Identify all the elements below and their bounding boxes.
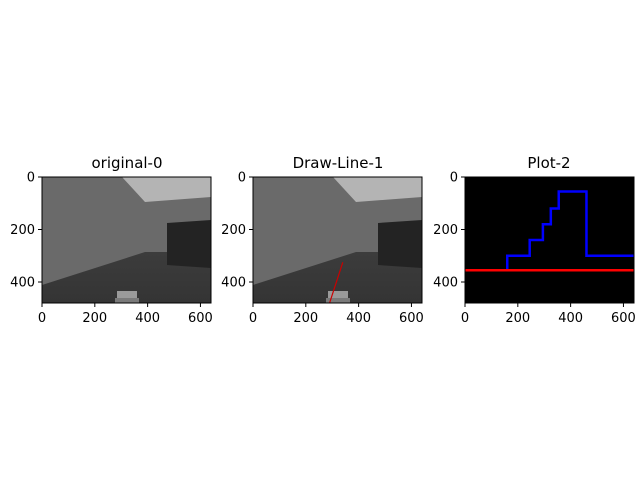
panel-title-draw-line: Draw-Line-1	[293, 154, 384, 172]
ticks-original: 0 200 400 600 0 200 400	[10, 171, 213, 327]
y-tick-label: 400	[433, 276, 458, 291]
x-tick-label: 200	[82, 311, 107, 326]
scene-image-draw-line	[253, 177, 422, 303]
panel-plot: Plot-2 0 200 400 600 0 200 400	[433, 154, 636, 326]
y-tick-label: 400	[10, 276, 35, 291]
y-tick-label: 0	[238, 171, 246, 186]
x-tick-label: 0	[461, 311, 469, 326]
y-tick-label: 0	[450, 171, 458, 186]
annotations-draw-line	[329, 262, 344, 304]
x-tick-label: 400	[346, 311, 371, 326]
plot-background	[465, 177, 634, 303]
x-tick-label: 200	[505, 311, 530, 326]
axes-frame-draw-line	[252, 176, 423, 304]
axes-frame-plot	[464, 176, 635, 304]
axes-frame-original	[41, 176, 212, 304]
x-tick-label: 600	[188, 311, 213, 326]
panel-title-original: original-0	[91, 154, 162, 172]
x-tick-label: 400	[558, 311, 583, 326]
ticks-plot: 0 200 400 600 0 200 400	[433, 171, 636, 327]
x-tick-label: 200	[293, 311, 318, 326]
panel-title-plot: Plot-2	[527, 154, 570, 172]
x-tick-label: 600	[399, 311, 424, 326]
ticks-draw-line: 0 200 400 600 0 200 400	[221, 171, 424, 327]
x-tick-label: 600	[611, 311, 636, 326]
x-tick-label: 400	[135, 311, 160, 326]
panel-draw-line: Draw-Line-1 0 200 400 600 0 200 400	[221, 154, 424, 326]
y-tick-label: 200	[221, 223, 246, 238]
blue-step-series	[506, 190, 634, 271]
series-plot	[465, 190, 634, 272]
scene-image-original	[42, 177, 211, 303]
panel-original: original-0 0 200 400 600 0 200 400	[10, 154, 213, 326]
y-tick-label: 200	[10, 223, 35, 238]
x-tick-label: 0	[38, 311, 46, 326]
y-tick-label: 0	[27, 171, 35, 186]
y-tick-label: 200	[433, 223, 458, 238]
drawn-red-line	[329, 262, 344, 304]
y-tick-label: 400	[221, 276, 246, 291]
x-tick-label: 0	[249, 311, 257, 326]
